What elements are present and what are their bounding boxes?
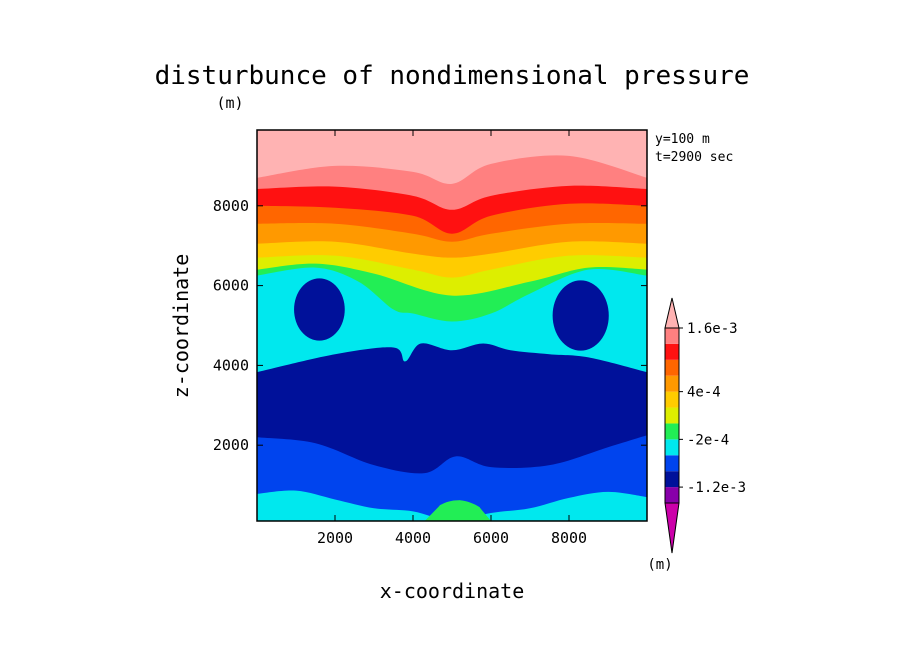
y-tick-label: 6000 — [213, 277, 249, 295]
contour-band-bottom — [424, 500, 491, 521]
colorbar-min-extend — [664, 502, 680, 554]
annotation-y: y=100 m — [655, 132, 710, 147]
plot-frame — [256, 129, 648, 522]
contour-band — [257, 435, 647, 521]
x-axis-ticks: 2000 4000 6000 8000 — [317, 130, 587, 547]
colorbar-unit: (m) — [647, 557, 672, 573]
x-tick-label: 6000 — [473, 529, 509, 547]
colorbar-swatch — [665, 471, 679, 488]
y-axis-ticks: 2000 4000 6000 8000 — [213, 197, 647, 454]
colorbar: 1.6e-3 4e-4 -2e-4 -1.2e-3 — [664, 297, 746, 554]
x-tick-label: 8000 — [551, 529, 587, 547]
y-tick-label: 4000 — [213, 356, 249, 374]
colorbar-swatch — [665, 359, 679, 376]
colorbar-tick-label: 1.6e-3 — [687, 321, 738, 337]
y-tick-label: 2000 — [213, 436, 249, 454]
colorbar-swatch — [665, 375, 679, 392]
colorbar-swatch — [665, 439, 679, 456]
colorbar-swatch — [665, 343, 679, 360]
annotation-t: t=2900 sec — [655, 150, 733, 165]
colorbar-swatch — [665, 328, 679, 344]
title-unit: (m) — [216, 94, 243, 112]
contour-closed-region — [552, 280, 609, 351]
contour-plot-area — [257, 130, 647, 521]
x-tick-label: 4000 — [395, 529, 431, 547]
colorbar-tick-label: 4e-4 — [687, 385, 721, 401]
y-axis-label: z-coordinate — [169, 254, 193, 399]
x-tick-label: 2000 — [317, 529, 353, 547]
x-axis-label: x-coordinate — [380, 579, 525, 603]
colorbar-frame — [664, 327, 680, 504]
colorbar-tick-label: -1.2e-3 — [687, 480, 746, 496]
contour-closed-region — [294, 278, 345, 341]
colorbar-swatch — [665, 423, 679, 440]
colorbar-tick-label: -2e-4 — [687, 432, 729, 448]
contour-band — [257, 490, 647, 521]
y-tick-label: 8000 — [213, 197, 249, 215]
colorbar-max-extend — [664, 297, 680, 329]
chart-title: disturbunce of nondimensional pressure — [155, 61, 750, 91]
colorbar-swatch — [665, 391, 679, 408]
colorbar-swatch — [665, 487, 679, 503]
colorbar-swatch — [665, 455, 679, 472]
colorbar-swatch — [665, 407, 679, 424]
